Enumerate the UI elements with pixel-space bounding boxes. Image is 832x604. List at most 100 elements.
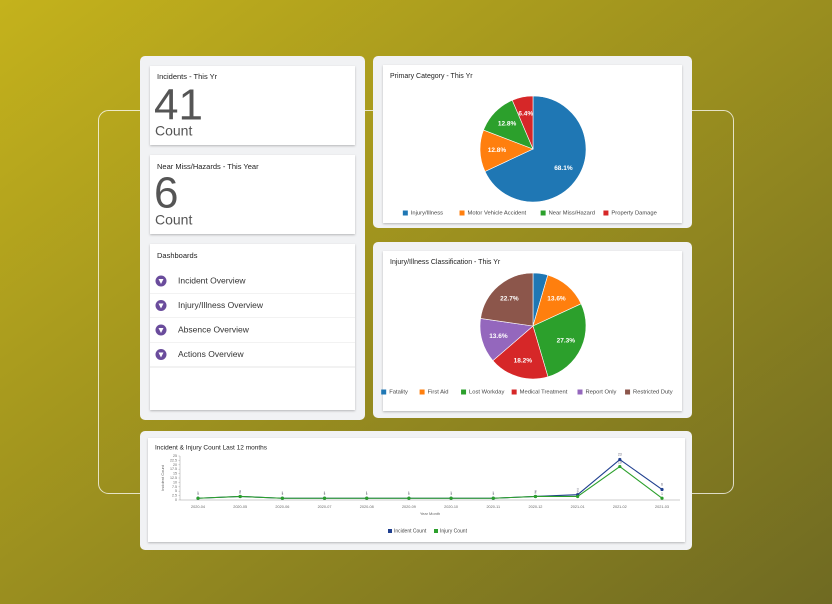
card-unit: Count (155, 123, 192, 139)
y-tick-label: 10 (173, 480, 177, 484)
data-label: 1 (281, 491, 283, 495)
pie-slice (511, 95, 534, 150)
legend-swatch (577, 389, 583, 395)
data-label: 2 (577, 490, 579, 494)
series-point (660, 496, 664, 500)
x-tick-label: 2020-11 (486, 505, 500, 509)
series-point (280, 496, 284, 500)
data-label: 2 (534, 489, 536, 493)
item-icon-glyph (158, 303, 164, 309)
legend-swatch (419, 389, 425, 395)
legend-swatch (603, 210, 609, 216)
dashboard-item[interactable]: Incident Overview (150, 269, 355, 294)
card-title: Near Miss/Hazards - This Year (157, 162, 259, 171)
data-label: 2 (239, 489, 241, 493)
pie-slice (484, 95, 587, 203)
data-label: 1 (366, 491, 368, 495)
kpi-card (150, 155, 355, 234)
legend-label: Injury Count (440, 528, 468, 534)
series-point (618, 464, 622, 469)
legend-label: Property Damage (611, 211, 656, 217)
legend-swatch (461, 389, 467, 395)
slice-label: 22.7% (500, 295, 519, 302)
item-label[interactable]: Actions Overview (178, 349, 245, 359)
series-point (576, 494, 580, 499)
legend-swatch (625, 389, 631, 395)
data-label: 1 (661, 492, 663, 496)
series-point (660, 487, 664, 492)
legend-label: Lost Workday (469, 390, 504, 396)
legend-label: First Aid (428, 390, 449, 396)
legend-label: Restricted Duty (633, 390, 673, 396)
x-tick-label: 2020-08 (360, 505, 374, 509)
series-point (618, 457, 622, 462)
series-point (491, 496, 495, 500)
dashboard-item[interactable]: Absence Overview (150, 318, 355, 343)
item-label[interactable]: Incident Overview (178, 275, 246, 285)
data-label: 1 (281, 492, 283, 496)
item-icon-glyph (158, 352, 164, 358)
chart-title: Primary Category - This Yr (390, 73, 473, 80)
item-hit[interactable] (150, 293, 355, 318)
data-label: 1 (492, 492, 494, 496)
y-tick-label: 22.5 (170, 458, 177, 462)
y-tick-label: 7.5 (172, 485, 177, 489)
data-label: 1 (450, 492, 452, 496)
card-title: Incidents - This Yr (157, 72, 218, 81)
legend-swatch (459, 210, 465, 216)
legend-label: Medical Treatment (520, 390, 568, 396)
item-hit[interactable] (150, 318, 355, 342)
legend-label: Fatality (389, 390, 408, 396)
data-label: 1 (197, 491, 199, 495)
dashboard-item[interactable]: Actions Overview (150, 342, 355, 368)
slice-label: 18.2% (514, 357, 533, 364)
data-label: 23 (618, 452, 622, 456)
series-point (407, 496, 411, 500)
item-label[interactable]: Absence Overview (178, 324, 250, 334)
data-label: 1 (324, 491, 326, 495)
data-label: 1 (492, 491, 494, 495)
legend-swatch (540, 210, 546, 216)
x-tick-label: 2020-12 (528, 505, 542, 509)
data-label: 2 (534, 490, 536, 494)
legend-swatch (402, 210, 408, 216)
data-label: 1 (324, 492, 326, 496)
y-tick-label: 17.5 (170, 467, 177, 471)
x-tick-label: 2020-09 (402, 505, 416, 509)
data-label: 1 (366, 492, 368, 496)
card-value: 6 (154, 169, 178, 218)
legend-label: Motor Vehicle Accident (468, 211, 527, 217)
item-hit[interactable] (150, 342, 355, 367)
slice-label: 12.8% (488, 147, 507, 154)
legend-swatch (511, 389, 517, 395)
series-line (197, 465, 663, 499)
y-tick-label: 5 (175, 489, 177, 493)
legend-label: Report Only (586, 390, 617, 396)
series-point (449, 496, 453, 500)
item-icon-glyph (158, 328, 164, 333)
slice-label: 6.4% (518, 110, 533, 117)
pie-slice (480, 272, 534, 327)
item-hit[interactable] (150, 269, 355, 293)
chart-card (148, 438, 685, 542)
series-point (365, 496, 369, 500)
data-label: 2 (239, 490, 241, 494)
data-label: 1 (408, 491, 410, 495)
legend-label: Incident Count (394, 528, 427, 534)
item-label[interactable]: Injury/Illness Overview (178, 300, 264, 310)
kpi-card (150, 66, 355, 145)
legend-swatch (434, 529, 438, 533)
dashboard-item[interactable]: Injury/Illness Overview (150, 293, 355, 319)
chart-title: Incident & Injury Count Last 12 months (155, 445, 268, 452)
item-icon-glyph (158, 279, 164, 284)
slice-label: 27.3% (557, 338, 576, 345)
card-value: 41 (154, 81, 203, 130)
legend-swatch (381, 389, 387, 395)
slice-label: 68.1% (554, 165, 573, 172)
y-tick-label: 2.5 (172, 494, 177, 498)
y-tick-label: 12.5 (170, 476, 177, 480)
legend-label: Injury/Illness (411, 211, 443, 217)
slice-label: 13.6% (489, 333, 508, 340)
dashboards-title: Dashboards (157, 251, 198, 260)
